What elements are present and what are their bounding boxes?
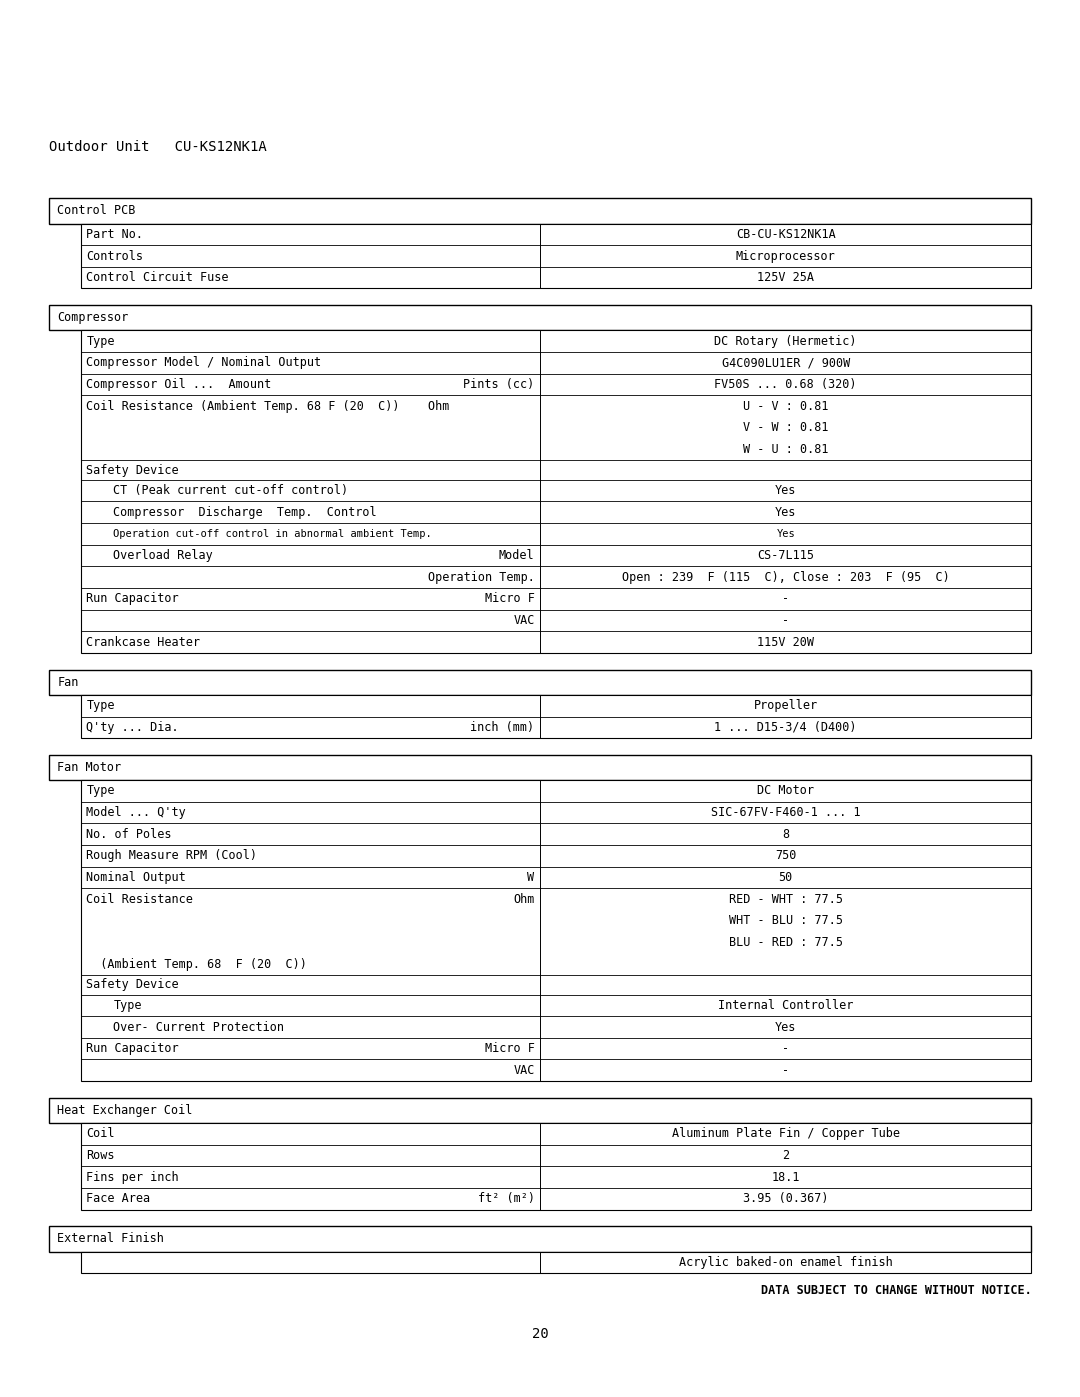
- Text: Type: Type: [86, 785, 114, 798]
- Text: 18.1: 18.1: [771, 1171, 800, 1183]
- Bar: [49, 1227, 1031, 1252]
- Text: Compressor Oil ...  Amount: Compressor Oil ... Amount: [86, 379, 272, 391]
- Text: 8: 8: [782, 828, 789, 841]
- Text: Over- Current Protection: Over- Current Protection: [113, 1020, 284, 1034]
- Text: DC Motor: DC Motor: [757, 785, 814, 798]
- Text: Compressor Model / Nominal Output: Compressor Model / Nominal Output: [86, 356, 322, 369]
- Text: 1 ... D15-3/4 (D400): 1 ... D15-3/4 (D400): [715, 721, 856, 733]
- Text: 750: 750: [775, 849, 796, 862]
- Text: Aluminum Plate Fin / Copper Tube: Aluminum Plate Fin / Copper Tube: [672, 1127, 900, 1140]
- Text: Rough Measure RPM (Cool): Rough Measure RPM (Cool): [86, 849, 257, 862]
- Text: SIC-67FV-F460-1 ... 1: SIC-67FV-F460-1 ... 1: [711, 806, 861, 819]
- Text: Acrylic baked-on enamel finish: Acrylic baked-on enamel finish: [679, 1256, 892, 1268]
- Text: Part No.: Part No.: [86, 228, 144, 240]
- Bar: [81, 780, 1031, 1081]
- Text: Open : 239  F (115  C), Close : 203  F (95  C): Open : 239 F (115 C), Close : 203 F (95 …: [622, 571, 949, 584]
- Text: Yes: Yes: [777, 529, 795, 539]
- Text: 2: 2: [782, 1148, 789, 1162]
- Text: Propeller: Propeller: [754, 700, 818, 712]
- Bar: [49, 669, 1031, 694]
- Text: Compressor: Compressor: [57, 312, 129, 324]
- Text: Heat Exchanger Coil: Heat Exchanger Coil: [57, 1104, 192, 1118]
- Text: Coil Resistance (Ambient Temp. 68 F (20  C))    Ohm: Coil Resistance (Ambient Temp. 68 F (20 …: [86, 400, 449, 412]
- Text: Yes: Yes: [775, 506, 796, 518]
- Text: Type: Type: [86, 335, 114, 348]
- Text: (Ambient Temp. 68  F (20  C)): (Ambient Temp. 68 F (20 C)): [86, 958, 308, 971]
- Text: Operation cut-off control in abnormal ambient Temp.: Operation cut-off control in abnormal am…: [113, 529, 432, 539]
- Text: Operation Temp.: Operation Temp.: [428, 571, 535, 584]
- Text: VAC: VAC: [513, 615, 535, 627]
- Text: WHT - BLU : 77.5: WHT - BLU : 77.5: [729, 915, 842, 928]
- Bar: [49, 754, 1031, 780]
- Text: DC Rotary (Hermetic): DC Rotary (Hermetic): [715, 335, 856, 348]
- Text: Micro F: Micro F: [485, 592, 535, 605]
- Text: CS-7L115: CS-7L115: [757, 549, 814, 562]
- Text: Type: Type: [113, 999, 141, 1011]
- Text: -: -: [782, 1042, 789, 1055]
- Text: Compressor  Discharge  Temp.  Control: Compressor Discharge Temp. Control: [113, 506, 377, 518]
- Text: U - V : 0.81: U - V : 0.81: [743, 400, 828, 412]
- Text: RED - WHT : 77.5: RED - WHT : 77.5: [729, 893, 842, 905]
- Text: Face Area: Face Area: [86, 1192, 150, 1206]
- Text: Model ... Q'ty: Model ... Q'ty: [86, 806, 186, 819]
- Bar: [49, 306, 1031, 331]
- Text: Yes: Yes: [775, 1020, 796, 1034]
- Text: G4C090LU1ER / 900W: G4C090LU1ER / 900W: [721, 356, 850, 369]
- Bar: [49, 198, 1031, 224]
- Text: Overload Relay: Overload Relay: [113, 549, 213, 562]
- Text: FV50S ... 0.68 (320): FV50S ... 0.68 (320): [715, 379, 856, 391]
- Text: BLU - RED : 77.5: BLU - RED : 77.5: [729, 936, 842, 949]
- Text: Micro F: Micro F: [485, 1042, 535, 1055]
- Text: Pints (cc): Pints (cc): [463, 379, 535, 391]
- Text: W - U : 0.81: W - U : 0.81: [743, 443, 828, 455]
- Text: Run Capacitor: Run Capacitor: [86, 1042, 179, 1055]
- Text: 115V 20W: 115V 20W: [757, 636, 814, 648]
- Text: Ohm: Ohm: [513, 893, 535, 905]
- Text: Coil Resistance: Coil Resistance: [86, 893, 193, 905]
- Text: Fan: Fan: [57, 676, 79, 689]
- Text: Microprocessor: Microprocessor: [735, 250, 836, 263]
- Text: CB-CU-KS12NK1A: CB-CU-KS12NK1A: [735, 228, 836, 240]
- Text: Outdoor Unit   CU-KS12NK1A: Outdoor Unit CU-KS12NK1A: [49, 140, 267, 154]
- Text: Safety Device: Safety Device: [86, 978, 179, 992]
- Text: Safety Device: Safety Device: [86, 464, 179, 476]
- Text: DATA SUBJECT TO CHANGE WITHOUT NOTICE.: DATA SUBJECT TO CHANGE WITHOUT NOTICE.: [760, 1284, 1031, 1298]
- Text: W: W: [527, 872, 535, 884]
- Text: Rows: Rows: [86, 1148, 114, 1162]
- Text: Internal Controller: Internal Controller: [718, 999, 853, 1011]
- Bar: [81, 1252, 1031, 1273]
- Text: VAC: VAC: [513, 1063, 535, 1077]
- Bar: [49, 1098, 1031, 1123]
- Text: 3.95 (0.367): 3.95 (0.367): [743, 1192, 828, 1206]
- Text: -: -: [782, 1063, 789, 1077]
- Text: Type: Type: [86, 700, 114, 712]
- Text: Model: Model: [499, 549, 535, 562]
- Text: Control PCB: Control PCB: [57, 204, 136, 218]
- Bar: [81, 1123, 1031, 1210]
- Text: ft² (m²): ft² (m²): [477, 1192, 535, 1206]
- Text: Yes: Yes: [775, 485, 796, 497]
- Bar: [81, 694, 1031, 738]
- Text: Fan Motor: Fan Motor: [57, 761, 121, 774]
- Text: Crankcase Heater: Crankcase Heater: [86, 636, 201, 648]
- Bar: [81, 331, 1031, 652]
- Text: Q'ty ... Dia.: Q'ty ... Dia.: [86, 721, 179, 733]
- Text: Fins per inch: Fins per inch: [86, 1171, 179, 1183]
- Text: Control Circuit Fuse: Control Circuit Fuse: [86, 271, 229, 284]
- Text: Coil: Coil: [86, 1127, 114, 1140]
- Text: External Finish: External Finish: [57, 1232, 164, 1246]
- Text: -: -: [782, 592, 789, 605]
- Text: 50: 50: [779, 872, 793, 884]
- Bar: [81, 224, 1031, 289]
- Text: 125V 25A: 125V 25A: [757, 271, 814, 284]
- Text: CT (Peak current cut-off control): CT (Peak current cut-off control): [113, 485, 349, 497]
- Text: Nominal Output: Nominal Output: [86, 872, 186, 884]
- Text: inch (mm): inch (mm): [471, 721, 535, 733]
- Text: -: -: [782, 615, 789, 627]
- Text: V - W : 0.81: V - W : 0.81: [743, 422, 828, 434]
- Text: Run Capacitor: Run Capacitor: [86, 592, 179, 605]
- Text: 20: 20: [531, 1327, 549, 1341]
- Text: Controls: Controls: [86, 250, 144, 263]
- Text: No. of Poles: No. of Poles: [86, 828, 172, 841]
